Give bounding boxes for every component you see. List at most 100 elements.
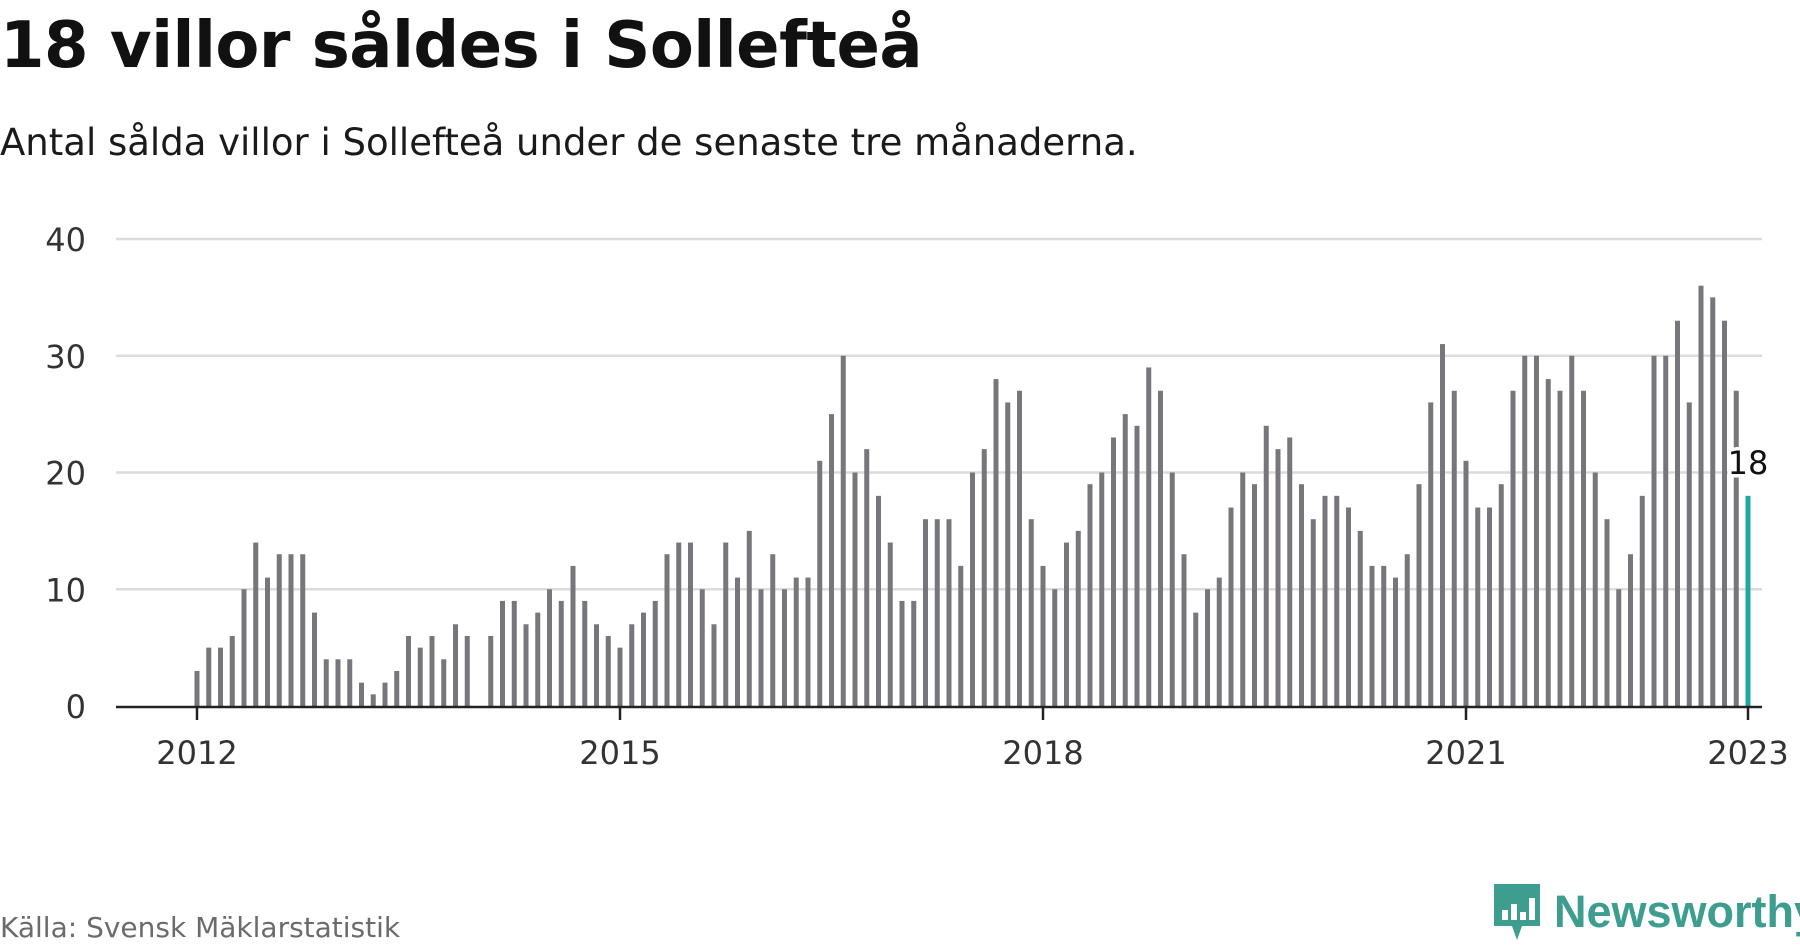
bar-2021-02 (1475, 507, 1481, 706)
bar-2016-04 (793, 577, 799, 706)
bar-2017-09 (993, 379, 999, 706)
bar-2021-11 (1581, 390, 1586, 706)
bar-2019-05 (1228, 507, 1234, 706)
newsworthy-brand[interactable]: Newsworthy (1492, 880, 1800, 944)
bar-2023-01 (1745, 495, 1751, 706)
bar-2018-08 (1122, 414, 1128, 707)
bar-2015-12 (746, 530, 752, 707)
bar-2016-08 (840, 355, 846, 706)
y-tick-label-30: 30 (45, 338, 86, 376)
bar-2017-12 (1028, 519, 1034, 706)
bar-2016-06 (817, 460, 823, 706)
newsworthy-logo-icon (1494, 884, 1540, 940)
bar-2013-02 (347, 659, 353, 706)
bar-2014-04 (511, 600, 517, 706)
bar-2017-10 (1005, 402, 1011, 706)
brand-name: Newsworthy (1554, 886, 1800, 937)
bar-2018-11 (1158, 390, 1163, 706)
bar-2022-09 (1698, 285, 1704, 706)
bar-2021-06 (1522, 355, 1528, 706)
bar-2019-08 (1263, 425, 1269, 706)
bar-2013-12 (464, 635, 470, 706)
bars (194, 285, 1751, 707)
bar-2013-01 (335, 659, 341, 706)
y-tick-label-40: 40 (45, 221, 86, 259)
chart-title: 18 villor såldes i Sollefteå (0, 9, 923, 83)
bar-2016-07 (829, 414, 834, 707)
x-tick-label-2012: 2012 (156, 734, 237, 772)
bar-2017-01 (899, 600, 905, 706)
bar-2022-10 (1710, 297, 1716, 707)
bar-2018-01 (1040, 565, 1046, 706)
bar-2015-05 (664, 554, 670, 706)
bar-2021-08 (1545, 379, 1551, 706)
bar-2018-12 (1169, 472, 1175, 706)
bar-2012-09 (288, 554, 294, 706)
bar-2014-02 (488, 635, 494, 706)
bar-2014-10 (582, 600, 588, 706)
bar-2013-04 (370, 694, 376, 706)
x-axis: 2012 2015 2018 2021 2023 (156, 708, 1789, 772)
highlight-value-label: 18 (1728, 444, 1769, 482)
bar-2013-06 (394, 670, 400, 706)
bar-2014-11 (594, 624, 599, 706)
bar-2021-03 (1487, 507, 1492, 706)
bar-2020-05 (1369, 565, 1375, 706)
bar-2015-09 (711, 624, 717, 706)
bar-2021-12 (1592, 472, 1598, 706)
bar-2014-05 (523, 624, 529, 706)
bar-2021-01 (1463, 460, 1469, 706)
highlight-annotation: 18 (1724, 440, 1772, 485)
bar-2020-09 (1416, 484, 1422, 706)
bar-2015-04 (652, 600, 658, 706)
bar-2017-04 (934, 519, 940, 706)
bar-2020-11 (1440, 344, 1445, 706)
bar-2015-11 (735, 577, 740, 706)
bar-2017-06 (958, 565, 964, 706)
bar-2016-05 (805, 577, 811, 706)
bar-2021-04 (1498, 484, 1504, 706)
bar-2016-10 (864, 449, 870, 706)
bar-2020-10 (1428, 402, 1434, 706)
bar-2020-01 (1322, 495, 1328, 706)
bar-2015-01 (617, 647, 623, 707)
bar-2012-01 (194, 670, 200, 706)
bar-2018-07 (1111, 437, 1116, 706)
bar-2016-01 (758, 589, 764, 706)
bar-2015-02 (629, 624, 635, 706)
bar-2021-09 (1557, 390, 1563, 706)
x-tick-label-2023: 2023 (1707, 734, 1788, 772)
bar-2018-06 (1099, 472, 1105, 706)
y-axis-tick-labels: 0 10 20 30 40 (45, 221, 86, 726)
bar-2016-12 (887, 542, 893, 706)
bar-2013-03 (359, 682, 364, 706)
bar-2019-02 (1193, 612, 1199, 706)
bar-2019-04 (1216, 577, 1222, 706)
bar-2018-09 (1134, 425, 1140, 706)
bar-2012-07 (265, 577, 270, 706)
bar-2020-12 (1451, 390, 1457, 706)
bar-2017-02 (911, 600, 917, 706)
bar-2012-08 (276, 554, 282, 706)
x-tick-label-2018: 2018 (1002, 734, 1083, 772)
source-note: Källa: Svensk Mäklarstatistik (0, 911, 401, 944)
bar-2012-05 (241, 589, 247, 706)
bar-2017-11 (1017, 390, 1022, 706)
bar-2014-03 (500, 600, 505, 706)
bar-2016-11 (876, 495, 881, 706)
bar-2020-03 (1346, 507, 1351, 706)
bar-2022-06 (1663, 355, 1669, 706)
bar-2014-09 (570, 565, 576, 706)
bar-2021-10 (1569, 355, 1575, 706)
bar-2019-03 (1205, 589, 1210, 706)
bar-2019-07 (1252, 484, 1257, 706)
bar-2022-01 (1604, 519, 1610, 706)
bar-2018-05 (1087, 484, 1093, 706)
bar-2013-09 (429, 635, 435, 706)
bar-2015-07 (688, 542, 693, 706)
bar-2018-02 (1052, 589, 1058, 706)
bar-2016-02 (770, 554, 776, 706)
bar-2015-08 (699, 589, 705, 706)
bar-2021-07 (1534, 355, 1539, 706)
